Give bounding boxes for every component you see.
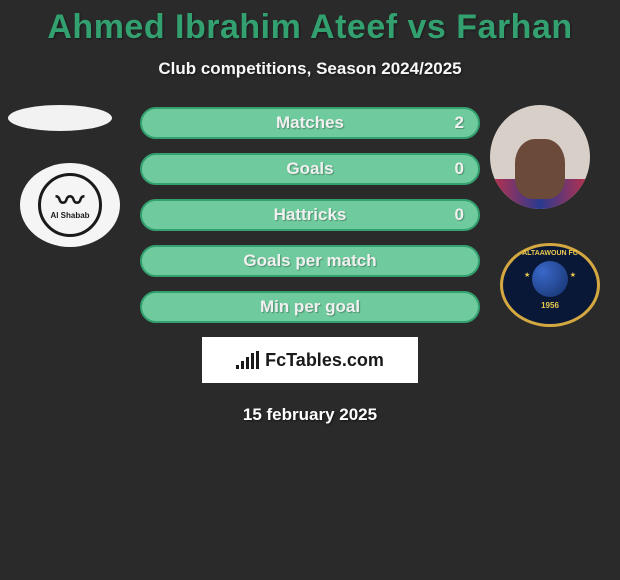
stat-label: Min per goal bbox=[260, 297, 360, 317]
player-right-club-label: ALTAAWOUN FC bbox=[522, 250, 578, 257]
player-left-club-badge: 〰 Al Shabab bbox=[20, 163, 120, 247]
player-right-club-year: 1956 bbox=[541, 301, 559, 310]
comparison-date: 15 february 2025 bbox=[0, 405, 620, 425]
stat-row-hattricks: Hattricks 0 bbox=[140, 199, 480, 231]
page-title: Ahmed Ibrahim Ateef vs Farhan bbox=[0, 0, 620, 47]
stat-label: Matches bbox=[276, 113, 344, 133]
player-right-photo bbox=[490, 105, 590, 209]
club-swirl-icon: 〰 bbox=[56, 191, 84, 211]
bars-icon bbox=[236, 351, 259, 369]
watermark[interactable]: FcTables.com bbox=[202, 337, 418, 383]
stat-right-value: 2 bbox=[455, 113, 464, 133]
stat-row-goals-per-match: Goals per match bbox=[140, 245, 480, 277]
stat-right-value: 0 bbox=[455, 159, 464, 179]
stat-row-min-per-goal: Min per goal bbox=[140, 291, 480, 323]
club-ball-icon bbox=[532, 261, 568, 297]
stat-label: Hattricks bbox=[274, 205, 347, 225]
stat-label: Goals bbox=[286, 159, 333, 179]
stat-row-goals: Goals 0 bbox=[140, 153, 480, 185]
player-left-photo bbox=[8, 105, 112, 131]
stat-rows: Matches 2 Goals 0 Hattricks 0 Goals per … bbox=[140, 107, 480, 323]
stat-label: Goals per match bbox=[243, 251, 376, 271]
comparison-card: Ahmed Ibrahim Ateef vs Farhan Club compe… bbox=[0, 0, 620, 580]
watermark-text: FcTables.com bbox=[265, 350, 384, 371]
stats-section: 〰 Al Shabab ALTAAWOUN FC 1956 Matches 2 bbox=[0, 107, 620, 425]
player-left-club-label: Al Shabab bbox=[50, 211, 89, 220]
player-right-club-badge: ALTAAWOUN FC 1956 bbox=[500, 243, 600, 327]
stat-right-value: 0 bbox=[455, 205, 464, 225]
stat-row-matches: Matches 2 bbox=[140, 107, 480, 139]
page-subtitle: Club competitions, Season 2024/2025 bbox=[0, 59, 620, 79]
